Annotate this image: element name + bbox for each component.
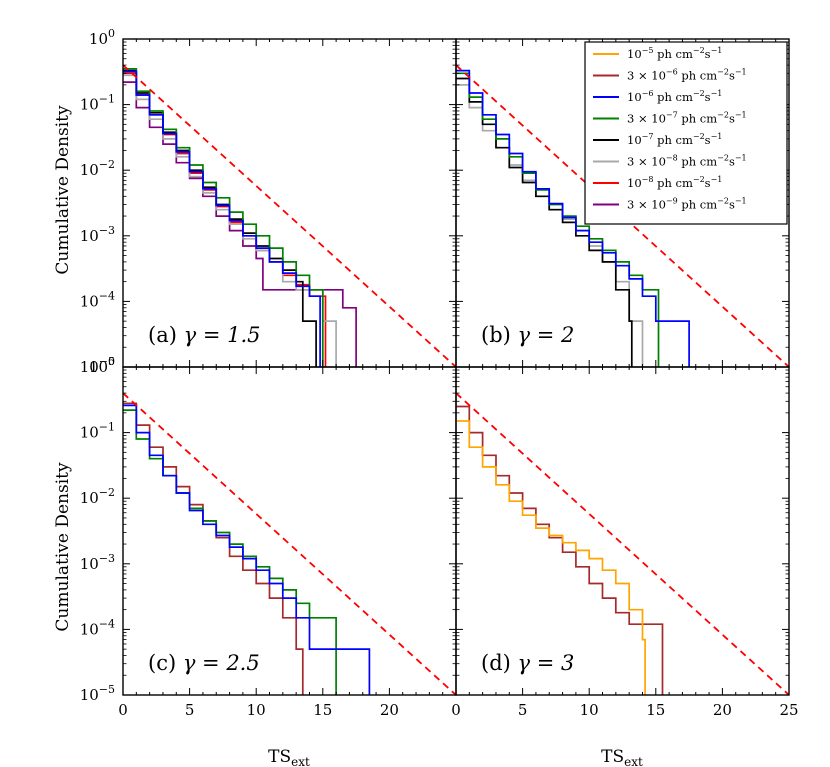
panel-b: (b) γ = 2 [455, 38, 790, 368]
legend-box [584, 41, 788, 225]
series-line-b-s5 [456, 77, 633, 367]
panel-label-b: (b) γ = 2 [481, 323, 574, 347]
legend-label-s4: 3 × 10−7 ph cm−2s−1 [627, 111, 747, 126]
panel-label-c: (c) γ = 2.5 [148, 651, 260, 675]
reference-line-a [123, 64, 456, 367]
legend-label-s1: 10−5 ph cm−2s−1 [627, 46, 722, 61]
ytick-label: 10−3 [80, 224, 115, 245]
ytick-label: 10−4 [80, 289, 115, 310]
xtick-label: 20 [380, 701, 399, 719]
reference-line-b [456, 64, 789, 367]
xtick-label: 25 [779, 701, 798, 719]
reference-line-c [123, 392, 456, 695]
xtick-label: 10 [247, 701, 266, 719]
series-line-d-s1 [456, 420, 646, 695]
ylabel-bottom: Cumulative Density [53, 462, 73, 632]
panel-a: 100 10−1 10−2 10−3 10−4 10−5 (a) γ = 1.5 [80, 27, 457, 376]
series-line-c-s2 [123, 402, 304, 695]
xtick-label: 5 [185, 701, 195, 719]
xtick-label: 15 [313, 701, 332, 719]
panel-frame-a [122, 38, 457, 368]
xtick-label: 20 [713, 701, 732, 719]
ytick-label: 10−5 [80, 683, 115, 704]
legend-label-s8: 3 × 10−9 ph cm−2s−1 [627, 197, 747, 212]
legend-label-s7: 10−8 ph cm−2s−1 [627, 175, 722, 190]
xtick-label: 10 [580, 701, 599, 719]
xtick-label: 0 [451, 701, 461, 719]
plot-area-a [123, 64, 456, 367]
xtick-label: 5 [518, 701, 528, 719]
series-line-a-s4 [123, 68, 324, 367]
plot-area-b [456, 64, 789, 367]
legend-label-s3: 10−6 ph cm−2s−1 [627, 89, 722, 104]
xtick-label: 15 [646, 701, 665, 719]
xlabel-left-main: TS [268, 747, 291, 767]
series-line-a-s3 [123, 70, 321, 367]
legend-label-s5: 10−7 ph cm−2s−1 [627, 132, 722, 147]
ytick-label: 10−2 [80, 486, 115, 507]
series-line-b-s3 [456, 69, 690, 367]
panel-label-a: (a) γ = 1.5 [148, 323, 261, 347]
legend-label-s6: 3 × 10−8 ph cm−2s−1 [627, 154, 747, 169]
ytick-label: 10−2 [80, 158, 115, 179]
ytick-label: 10−4 [80, 617, 115, 638]
ytick-label: 100 [89, 355, 115, 376]
panel-c: 0 5 10 15 20 100 10−1 10−2 10−3 10−4 10−5 (c) γ = 2… [80, 355, 457, 719]
plot-area-c [123, 392, 456, 695]
xtick-label: 0 [118, 701, 128, 719]
ylabel-top: Cumulative Density [53, 105, 73, 275]
ytick-label: 10−1 [80, 93, 115, 114]
panel-frame-c [122, 366, 457, 696]
xlabel-right-main: TS [601, 747, 624, 767]
xlabel-left-sub: ext [291, 755, 310, 767]
xlabel-right-sub: ext [624, 755, 643, 767]
plot-area-d [456, 392, 789, 695]
xlabel-right: TSext [601, 747, 643, 767]
legend-label-s2: 3 × 10−6 ph cm−2s−1 [627, 68, 747, 83]
ytick-label: 10−1 [80, 421, 115, 442]
ytick-label: 10−5 [80, 355, 115, 376]
legend: 10−5 ph cm−2s−1 3 × 10−6 ph cm−2s−1 10−6 p… [584, 41, 788, 225]
panel-label-d: (d) γ = 3 [481, 651, 574, 675]
ytick-label: 100 [89, 27, 115, 48]
reference-line-d [456, 392, 789, 695]
ytick-label: 10−3 [80, 552, 115, 573]
series-line-c-s3 [123, 404, 371, 695]
xlabel-left: TSext [268, 747, 310, 767]
panel-d: 0 5 10 15 20 25 (d) γ = 3 [451, 366, 799, 719]
panel-frame-d [455, 366, 790, 696]
